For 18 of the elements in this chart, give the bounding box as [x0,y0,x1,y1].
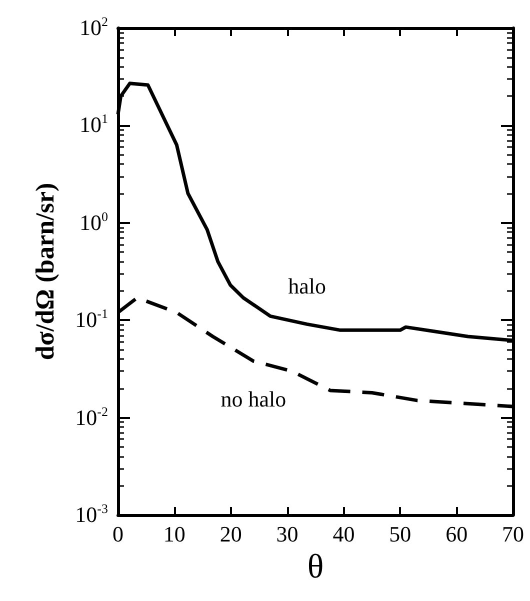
x-axis-title: θ [307,548,324,586]
y-tick-label: 10$^{-3}$ [75,501,108,528]
x-tick-label: 70 [502,522,524,546]
y-axis-title: dσ/dΩ (barn/sr) [30,182,60,360]
y-tick-label: 10$^{0}$ [80,208,108,236]
x-tick-label: 20 [220,522,242,546]
y-tick-label: 10$^{2}$ [80,14,108,41]
x-tick-label: 40 [332,522,355,546]
x-tick-label: 0 [112,522,124,546]
x-tick-label: 50 [389,522,412,546]
y-tick-label: 10$^{-2}$ [75,404,108,431]
y-tick-label: 10$^{1}$ [80,111,108,138]
y-tick-label: 10$^{-1}$ [75,306,108,334]
x-tick-label: 60 [446,522,468,546]
series-label: halo [288,274,326,299]
series-label: no halo [220,386,286,412]
x-tick-label: 10 [163,522,186,546]
x-tick-label: 30 [276,522,298,546]
